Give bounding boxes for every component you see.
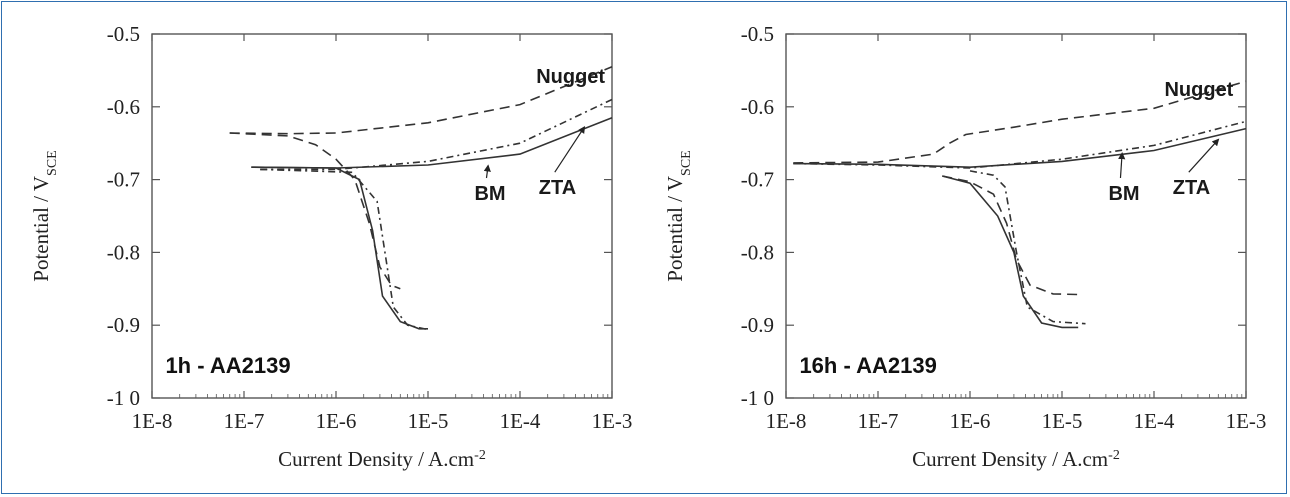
x-tick-label: 1E-4 (500, 409, 541, 433)
x-tick-label: 1E-5 (1042, 409, 1083, 433)
y-tick-label: -0.9 (741, 313, 774, 337)
x-tick-label: 1E-4 (1134, 409, 1175, 433)
y-tick-label: -0.5 (107, 22, 140, 46)
series-nugget-cathodic-line (942, 175, 1081, 296)
panel-label: 1h - AA2139 (165, 353, 290, 378)
y-tick-label: -0.8 (107, 240, 140, 264)
series-nugget-anodic-line (793, 80, 1247, 164)
y-tick-label: -0.6 (741, 95, 774, 119)
annotation-bm: BM (474, 183, 505, 205)
x-tick-label: 1E-5 (408, 409, 449, 433)
y-tick-label: -1 0 (741, 386, 774, 410)
annotation-arrow (554, 125, 586, 173)
annotation-zta: ZTA (1173, 177, 1210, 199)
series-zta-anodic-line (793, 120, 1247, 169)
series-zta-cathodic-line (260, 168, 429, 331)
annotation-nugget: Nugget (536, 66, 605, 88)
x-tick-label: 1E-6 (950, 409, 991, 433)
plot-area-border (151, 33, 613, 399)
annotation-arrow (1118, 151, 1126, 179)
series-zta-cathodic-line (969, 170, 1086, 325)
y-tick-label: -0.9 (107, 313, 140, 337)
series-bm-cathodic-line (942, 175, 1079, 329)
y-tick-label: -0.5 (741, 22, 774, 46)
annotation-arrow (1188, 138, 1220, 173)
y-axis-label: Potential / VSCE (663, 150, 694, 281)
chart-panel-1: 1E-8 1E-7 1E-6 1E-5 1E-4 1E-3 -0.5 -0.6 -0.7 -0.8… (29, 22, 632, 471)
annotation-bm: BM (1108, 183, 1139, 205)
y-axis-label: Potential / VSCE (29, 150, 60, 281)
series-zta-anodic-line (260, 98, 613, 171)
plot-area-border (785, 33, 1247, 399)
x-tick-label: 1E-3 (1226, 409, 1267, 433)
y-tick-label: -0.7 (107, 168, 140, 192)
x-tick-label: 1E-8 (132, 409, 173, 433)
x-tick-label: 1E-7 (858, 409, 899, 433)
annotation-nugget: Nugget (1164, 79, 1233, 101)
x-axis-label: Current Density / A.cm-2 (912, 447, 1120, 471)
series-bm-cathodic-line (251, 166, 428, 330)
panel-label: 16h - AA2139 (799, 353, 936, 378)
x-tick-label: 1E-8 (766, 409, 807, 433)
y-tick-label: -0.7 (741, 168, 774, 192)
series-nugget-cathodic-line (229, 132, 401, 290)
annotation-zta: ZTA (539, 177, 576, 199)
x-tick-label: 1E-3 (592, 409, 633, 433)
x-tick-label: 1E-6 (316, 409, 357, 433)
chart-panel-2: 1E-8 1E-7 1E-6 1E-5 1E-4 1E-3 -0.5 -0.6 -0.7 -0.8… (663, 22, 1266, 471)
y-tick-label: -0.8 (741, 240, 774, 264)
y-tick-label: -1 0 (107, 386, 140, 410)
series-bm-anodic-line (793, 127, 1247, 169)
x-tick-label: 1E-7 (224, 409, 265, 433)
y-tick-label: -0.6 (107, 95, 140, 119)
x-axis-label: Current Density / A.cm-2 (278, 447, 486, 471)
series-nugget-anodic-line (229, 66, 613, 135)
annotation-arrow (483, 164, 491, 179)
